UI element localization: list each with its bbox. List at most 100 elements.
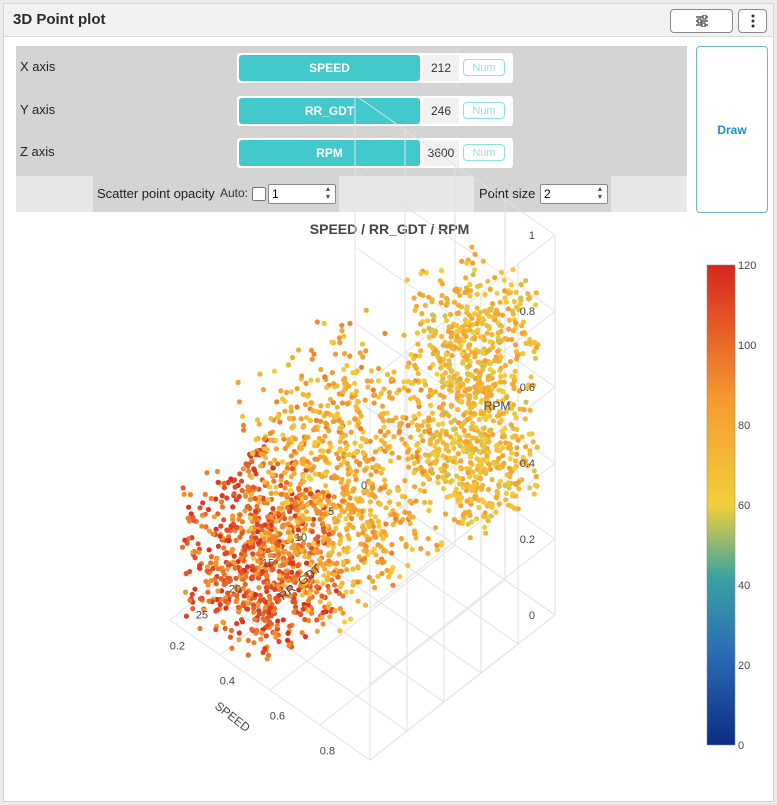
scatter-point — [304, 434, 310, 440]
x-axis-title: SPEED — [212, 699, 253, 735]
scatter-point — [381, 440, 388, 447]
scatter-point — [265, 580, 271, 586]
scatter-point — [525, 463, 531, 469]
scatter-point — [341, 367, 347, 373]
scatter-point — [293, 604, 299, 610]
scatter-point — [509, 373, 515, 379]
scatter-point — [187, 492, 193, 498]
scatter-point — [359, 341, 365, 347]
scatter-point — [283, 480, 290, 486]
scatter-point — [240, 619, 246, 625]
scatter-point — [407, 520, 413, 527]
draw-button[interactable]: Draw — [696, 46, 768, 213]
settings-button[interactable] — [670, 9, 733, 33]
scatter-point — [215, 511, 221, 517]
z-axis-num-input[interactable]: Num — [463, 144, 505, 161]
scatter-point — [273, 595, 279, 602]
scatter-point — [204, 564, 211, 570]
scatter-point — [269, 601, 275, 607]
z-axis-variable-button[interactable]: RPM — [239, 140, 420, 166]
point-size-input[interactable]: 2 ▲ ▼ — [540, 184, 608, 204]
scatter-point — [308, 491, 314, 497]
scatter-point — [326, 570, 332, 577]
scatter-point — [402, 441, 408, 447]
scatter-point — [237, 471, 243, 477]
axis-controls: X axis SPEED 212 Num Y axis RR_GDT 246 N… — [16, 46, 687, 212]
scatter-point — [478, 399, 484, 405]
scatter-point — [415, 370, 421, 377]
scatter-point — [448, 311, 454, 318]
scatter-point — [476, 504, 482, 511]
scatter-point — [214, 596, 220, 603]
auto-opacity-checkbox[interactable] — [252, 187, 266, 201]
spinner-arrows-icon[interactable]: ▲ ▼ — [324, 186, 332, 201]
scatter-point — [510, 267, 516, 273]
scatter-point — [309, 356, 315, 362]
scatter-point — [322, 374, 328, 380]
scatter-point — [203, 524, 209, 530]
scatter-point — [429, 299, 435, 305]
scatter-point — [456, 302, 462, 308]
scatter-point — [353, 388, 359, 394]
scatter-point — [328, 507, 334, 513]
scatter-point — [505, 502, 512, 508]
scatter-point — [312, 548, 318, 554]
scatter-point — [443, 317, 450, 324]
scatter-point — [290, 577, 296, 583]
scatter-point — [469, 373, 475, 379]
x-axis-num-input[interactable]: Num — [463, 59, 505, 76]
scatter-point — [303, 487, 309, 493]
scatter-point — [248, 525, 254, 532]
scatter-point — [339, 322, 345, 328]
scatter-point — [439, 428, 445, 434]
scatter-point — [341, 333, 347, 339]
scatter-point — [454, 473, 460, 479]
scatter-point — [533, 302, 539, 308]
scatter-point — [451, 445, 457, 451]
scatter-point — [375, 518, 382, 525]
scatter-point — [243, 461, 249, 467]
scatter-point — [360, 524, 366, 531]
spinner-arrows-icon[interactable]: ▲ ▼ — [596, 186, 604, 201]
scatter-point — [502, 482, 508, 488]
scatter-point — [370, 578, 376, 585]
scatter-point — [518, 460, 524, 466]
opacity-input[interactable]: 1 ▲ ▼ — [268, 184, 336, 204]
scatter-point — [252, 616, 258, 622]
scatter-point — [296, 492, 302, 498]
scatter-point — [333, 351, 339, 357]
scatter-point — [397, 519, 404, 525]
scatter-point — [339, 498, 345, 504]
scatter-point — [371, 392, 377, 398]
scatter-point — [526, 296, 532, 302]
more-options-button[interactable] — [738, 9, 767, 33]
scatter-point — [320, 538, 326, 544]
scatter-point — [273, 534, 279, 540]
x-axis-variable-button[interactable]: SPEED — [239, 55, 420, 81]
scatter-point — [288, 389, 294, 395]
scatter-point — [377, 446, 383, 452]
scatter-point — [233, 537, 239, 544]
scatter-point — [264, 656, 270, 662]
y-axis-num-input[interactable]: Num — [463, 102, 505, 119]
scatter-point — [482, 436, 488, 442]
scatter-point — [349, 589, 355, 595]
scatter-point — [364, 378, 370, 384]
scatter-point — [245, 652, 251, 658]
scatter-point — [273, 559, 279, 565]
scatter-point — [228, 627, 235, 634]
scatter-point — [182, 537, 188, 543]
scatter-point — [236, 636, 242, 643]
scatter-point — [259, 532, 265, 538]
z-tick-label: 0.6 — [520, 382, 535, 394]
scatter-point — [332, 582, 338, 588]
scatter-point — [245, 484, 251, 490]
scatter-point — [325, 403, 331, 409]
scatter-point — [292, 500, 298, 507]
scatter-point — [435, 421, 441, 428]
scatter-point — [204, 568, 210, 574]
scatter-point — [213, 608, 219, 614]
x-tick-label: 0.8 — [320, 746, 335, 758]
scatter-point — [322, 433, 328, 439]
